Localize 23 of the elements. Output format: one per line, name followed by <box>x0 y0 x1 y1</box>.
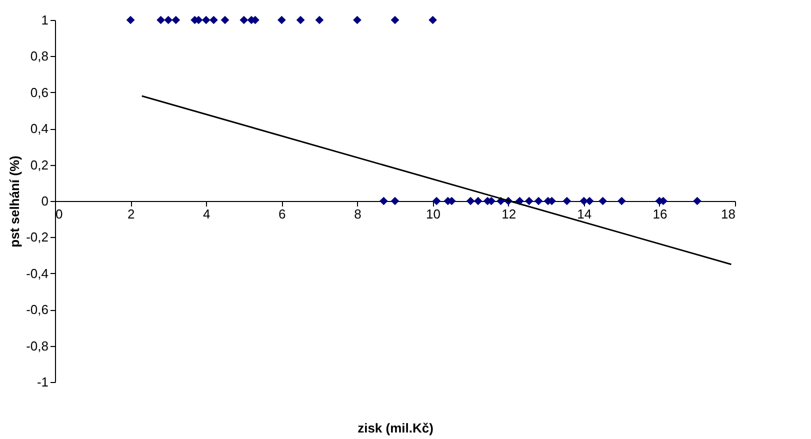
y-tick-label: 1 <box>41 12 48 28</box>
y-tick-label: 0,6 <box>30 84 48 100</box>
y-tick-label: 0,4 <box>30 121 48 136</box>
y-tick-label: -0,4 <box>26 266 48 281</box>
x-tick-label: 8 <box>354 206 362 222</box>
y-tick-label: -0,8 <box>26 338 48 354</box>
y-axis-title: pst selhání (%) <box>7 156 22 248</box>
x-tick-label: 0 <box>56 206 63 222</box>
y-tick-label: 0,8 <box>30 48 48 64</box>
y-tick-label: 0 <box>41 194 48 208</box>
x-tick-label: 4 <box>202 206 210 222</box>
y-tick-label: -1 <box>36 374 48 390</box>
x-tick-label: 10 <box>426 206 441 222</box>
x-tick-label: 12 <box>502 206 516 222</box>
x-tick-label: 2 <box>127 206 135 222</box>
x-tick-label: 18 <box>721 206 736 222</box>
x-axis-title: zisk (mil.Kč) <box>358 420 434 436</box>
y-tick-label: 0,2 <box>30 157 48 172</box>
x-tick-label: 16 <box>652 206 668 222</box>
y-tick-label: -0,2 <box>26 230 48 245</box>
x-tick-label: 14 <box>577 206 592 222</box>
x-tick-label: 6 <box>278 206 286 222</box>
y-tick-label: -0,6 <box>26 302 48 318</box>
